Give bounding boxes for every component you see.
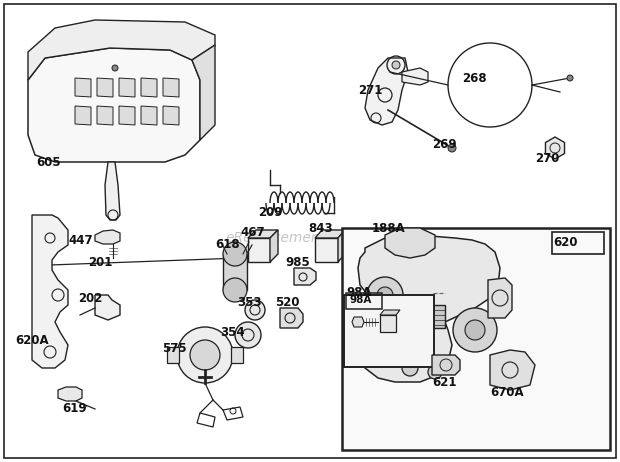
Bar xyxy=(342,228,610,450)
Text: 98A: 98A xyxy=(349,295,371,305)
Polygon shape xyxy=(385,228,435,258)
Polygon shape xyxy=(58,387,82,401)
Polygon shape xyxy=(358,235,500,382)
Polygon shape xyxy=(380,315,396,332)
Text: 670A: 670A xyxy=(490,385,524,399)
Text: 188A: 188A xyxy=(372,221,405,235)
Polygon shape xyxy=(141,78,157,97)
Polygon shape xyxy=(28,20,215,80)
Circle shape xyxy=(177,327,233,383)
Polygon shape xyxy=(380,310,400,315)
Bar xyxy=(231,347,243,363)
Polygon shape xyxy=(75,78,91,97)
Polygon shape xyxy=(370,234,386,246)
Text: 201: 201 xyxy=(88,255,112,268)
Polygon shape xyxy=(338,230,345,262)
Bar xyxy=(552,232,604,254)
Polygon shape xyxy=(192,45,215,140)
Text: eReplacementParts.com: eReplacementParts.com xyxy=(225,231,395,245)
Polygon shape xyxy=(248,230,278,238)
Circle shape xyxy=(223,278,247,302)
Text: 353: 353 xyxy=(237,296,262,309)
Polygon shape xyxy=(95,230,120,244)
Text: 98A: 98A xyxy=(346,286,371,298)
Text: 209: 209 xyxy=(258,206,283,219)
Polygon shape xyxy=(28,48,200,162)
Polygon shape xyxy=(119,78,135,97)
Circle shape xyxy=(453,308,497,352)
Text: 268: 268 xyxy=(462,72,487,85)
Polygon shape xyxy=(163,106,179,125)
Text: 619: 619 xyxy=(62,401,87,414)
Polygon shape xyxy=(119,106,135,125)
Bar xyxy=(167,347,179,363)
Polygon shape xyxy=(490,350,535,390)
Circle shape xyxy=(235,322,261,348)
Circle shape xyxy=(377,287,393,303)
Text: 620A: 620A xyxy=(15,334,48,346)
Polygon shape xyxy=(546,137,565,159)
Circle shape xyxy=(448,144,456,152)
Polygon shape xyxy=(223,254,247,290)
Text: 843: 843 xyxy=(308,221,332,235)
Circle shape xyxy=(465,320,485,340)
Circle shape xyxy=(245,300,265,320)
Text: 620: 620 xyxy=(554,236,578,249)
Polygon shape xyxy=(294,268,316,285)
Circle shape xyxy=(402,360,418,376)
Text: 269: 269 xyxy=(432,139,456,152)
Bar xyxy=(346,293,382,309)
Circle shape xyxy=(567,75,573,81)
Text: 605: 605 xyxy=(36,156,61,169)
Circle shape xyxy=(367,277,403,313)
Polygon shape xyxy=(488,278,512,318)
Circle shape xyxy=(190,340,220,370)
Polygon shape xyxy=(402,68,428,85)
Text: 985: 985 xyxy=(285,255,310,268)
Polygon shape xyxy=(95,295,120,320)
Bar xyxy=(344,295,434,367)
Polygon shape xyxy=(32,215,68,368)
Polygon shape xyxy=(432,355,460,375)
Text: 270: 270 xyxy=(535,152,559,164)
Polygon shape xyxy=(365,58,408,125)
Circle shape xyxy=(428,365,442,379)
Text: 621: 621 xyxy=(432,376,456,389)
Polygon shape xyxy=(358,308,408,362)
Polygon shape xyxy=(248,238,270,262)
Polygon shape xyxy=(415,305,445,328)
Circle shape xyxy=(112,65,118,71)
Polygon shape xyxy=(280,308,303,328)
Polygon shape xyxy=(141,106,157,125)
Polygon shape xyxy=(97,106,113,125)
Polygon shape xyxy=(163,78,179,97)
Polygon shape xyxy=(75,106,91,125)
Polygon shape xyxy=(97,78,113,97)
Text: 447: 447 xyxy=(68,233,92,247)
Text: 520: 520 xyxy=(275,296,299,309)
Polygon shape xyxy=(315,238,338,262)
Polygon shape xyxy=(352,317,364,327)
Text: 618: 618 xyxy=(215,238,239,251)
Polygon shape xyxy=(105,162,120,220)
Circle shape xyxy=(223,242,247,266)
Circle shape xyxy=(392,61,400,69)
Text: 575: 575 xyxy=(162,341,187,354)
Polygon shape xyxy=(315,230,345,238)
Text: 271: 271 xyxy=(358,84,383,97)
Text: 467: 467 xyxy=(240,225,265,238)
Polygon shape xyxy=(270,230,278,262)
Text: 202: 202 xyxy=(78,292,102,304)
Text: 354: 354 xyxy=(220,326,245,339)
